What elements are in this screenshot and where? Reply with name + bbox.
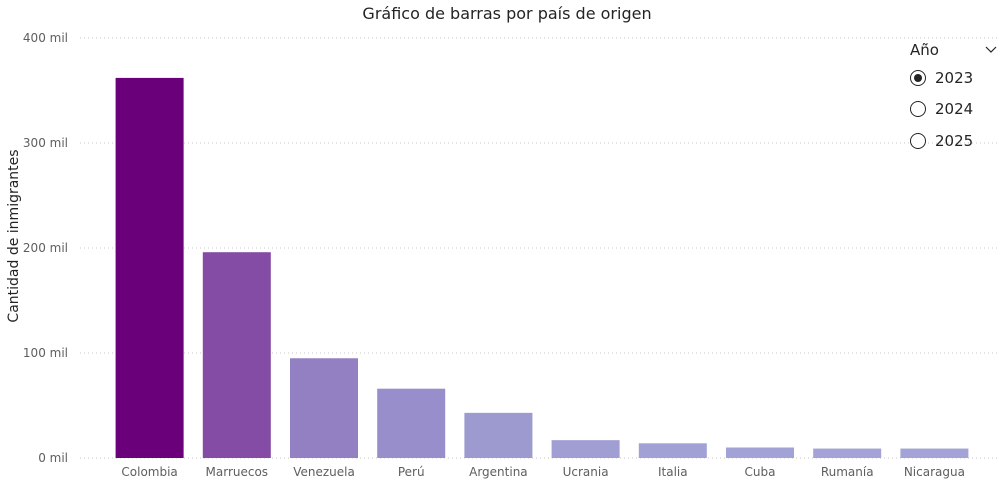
year-slicer: Año 2023 2024 2025 bbox=[910, 38, 1000, 157]
x-tick-label: Argentina bbox=[469, 465, 528, 479]
slicer-option-label: 2024 bbox=[935, 100, 974, 119]
radio-button[interactable] bbox=[910, 101, 926, 118]
x-tick-label: Cuba bbox=[745, 465, 776, 479]
y-tick-label: 300 mil bbox=[23, 136, 68, 150]
x-tick-label: Italia bbox=[658, 465, 688, 479]
bar-perú[interactable] bbox=[377, 388, 446, 458]
bar-nicaragua[interactable] bbox=[900, 448, 969, 458]
slicer-option-2025[interactable]: 2025 bbox=[910, 125, 1000, 157]
y-tick-label: 100 mil bbox=[23, 346, 68, 360]
x-tick-label: Ucrania bbox=[563, 465, 609, 479]
x-tick-label: Marruecos bbox=[206, 465, 269, 479]
slicer-option-2023[interactable]: 2023 bbox=[910, 62, 1000, 94]
bar-marruecos[interactable] bbox=[202, 252, 271, 458]
bar-ucrania[interactable] bbox=[551, 440, 620, 458]
bar-cuba[interactable] bbox=[725, 447, 795, 459]
bar-rumanía[interactable] bbox=[813, 448, 882, 458]
bars bbox=[115, 77, 969, 459]
slicer-header[interactable]: Año bbox=[910, 38, 1000, 62]
y-tick-label: 200 mil bbox=[23, 241, 68, 255]
x-tick-label: Perú bbox=[398, 465, 425, 479]
slicer-title: Año bbox=[910, 41, 939, 59]
chevron-down-icon[interactable] bbox=[984, 43, 998, 57]
x-tick-label: Colombia bbox=[121, 465, 177, 479]
bar-colombia[interactable] bbox=[115, 77, 184, 459]
radio-button[interactable] bbox=[910, 132, 926, 149]
y-tick-label: 0 mil bbox=[38, 451, 68, 465]
bar-venezuela[interactable] bbox=[289, 358, 359, 458]
slicer-option-label: 2025 bbox=[935, 131, 974, 150]
gridlines bbox=[80, 37, 1000, 459]
slicer-option-label: 2023 bbox=[935, 68, 974, 87]
x-tick-label: Rumanía bbox=[821, 465, 874, 479]
bar-italia[interactable] bbox=[638, 443, 707, 458]
y-axis-ticks: 0 mil 100 mil 200 mil 300 mil 400 mil bbox=[23, 31, 68, 465]
slicer-option-2024[interactable]: 2024 bbox=[910, 94, 1000, 126]
y-tick-label: 400 mil bbox=[23, 31, 68, 45]
x-axis-labels: Colombia Marruecos Venezuela Perú Argentina U… bbox=[121, 465, 965, 479]
chart-title: Gráfico de barras por país de origen bbox=[362, 4, 652, 23]
radio-button[interactable] bbox=[910, 69, 926, 86]
x-tick-label: Nicaragua bbox=[904, 465, 965, 479]
x-tick-label: Venezuela bbox=[293, 465, 355, 479]
bar-argentina[interactable] bbox=[464, 412, 533, 458]
